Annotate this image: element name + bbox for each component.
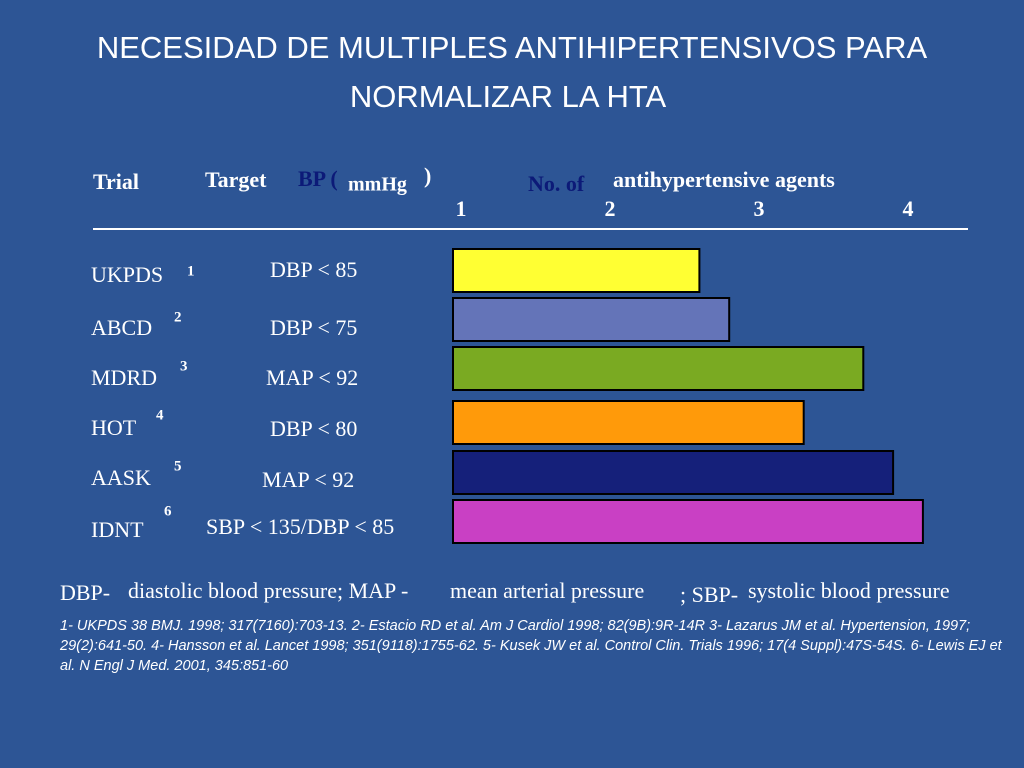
trial-label: IDNT (91, 517, 144, 542)
target-label: DBP < 80 (270, 416, 357, 441)
trial-label: UKPDS (91, 262, 163, 287)
target-label: DBP < 85 (270, 257, 357, 282)
x-tick-label: 4 (903, 196, 914, 221)
reference-number: 6 (164, 503, 172, 519)
bar (452, 346, 865, 391)
reference-number: 5 (174, 458, 182, 474)
target-label: MAP < 92 (266, 365, 358, 390)
x-tick-label: 1 (456, 196, 467, 221)
header: ) (424, 163, 431, 188)
bar (452, 450, 895, 495)
reference-number: 3 (180, 358, 188, 374)
abbreviation: ; SBP- (680, 582, 738, 607)
reference-number: 1 (187, 263, 195, 279)
x-tick-label: 3 (754, 196, 765, 221)
x-tick-label: 2 (605, 196, 616, 221)
abbreviation: DBP- (60, 580, 110, 605)
reference-number: 2 (174, 309, 182, 325)
reference-number: 4 (156, 407, 164, 423)
bar (452, 297, 731, 342)
abbreviation: diastolic blood pressure; MAP - (128, 578, 408, 603)
header: No. of (528, 171, 585, 196)
trial-label: AASK (91, 465, 151, 490)
abbreviation: mean arterial pressure (450, 578, 644, 603)
target-label: MAP < 92 (262, 467, 354, 492)
header: BP ( (298, 166, 338, 191)
abbreviation: systolic blood pressure (748, 578, 950, 603)
target-label: DBP < 75 (270, 315, 357, 340)
header: mmHg (348, 174, 407, 196)
trial-label: ABCD (91, 315, 152, 340)
bar (452, 248, 701, 293)
title-line: NECESIDAD DE MULTIPLES ANTIHIPERTENSIVOS… (97, 30, 928, 65)
header: Trial (93, 169, 139, 194)
trial-label: MDRD (91, 365, 157, 390)
trial-label: HOT (91, 415, 137, 440)
references: 1- UKPDS 38 BMJ. 1998; 317(7160):703-13.… (60, 618, 1002, 674)
title-line: NORMALIZAR LA HTA (350, 79, 667, 114)
bar (452, 499, 924, 544)
bar (452, 400, 805, 445)
header: Target (205, 167, 267, 192)
target-label: SBP < 135/DBP < 85 (206, 514, 394, 539)
header: antihypertensive agents (613, 167, 835, 192)
